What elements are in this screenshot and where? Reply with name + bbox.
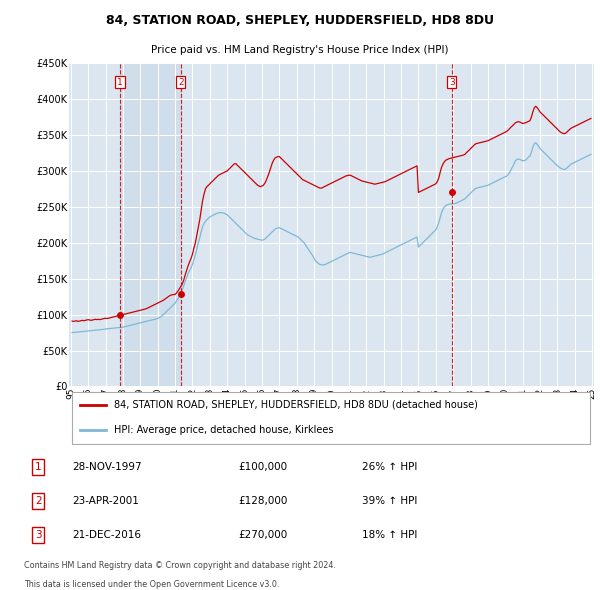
Text: Price paid vs. HM Land Registry's House Price Index (HPI): Price paid vs. HM Land Registry's House … xyxy=(151,45,449,55)
FancyBboxPatch shape xyxy=(71,392,590,444)
Text: 2: 2 xyxy=(35,496,41,506)
Text: 84, STATION ROAD, SHEPLEY, HUDDERSFIELD, HD8 8DU: 84, STATION ROAD, SHEPLEY, HUDDERSFIELD,… xyxy=(106,14,494,27)
Text: £128,000: £128,000 xyxy=(238,496,287,506)
Text: 23-APR-2001: 23-APR-2001 xyxy=(72,496,139,506)
Text: HPI: Average price, detached house, Kirklees: HPI: Average price, detached house, Kirk… xyxy=(113,425,333,435)
Text: 26% ↑ HPI: 26% ↑ HPI xyxy=(362,462,418,472)
Text: 21-DEC-2016: 21-DEC-2016 xyxy=(72,530,141,540)
Text: £270,000: £270,000 xyxy=(238,530,287,540)
Text: 1: 1 xyxy=(35,462,41,472)
Text: 39% ↑ HPI: 39% ↑ HPI xyxy=(362,496,418,506)
Text: 3: 3 xyxy=(35,530,41,540)
Text: 2: 2 xyxy=(178,78,184,87)
Text: 18% ↑ HPI: 18% ↑ HPI xyxy=(362,530,418,540)
Text: £100,000: £100,000 xyxy=(238,462,287,472)
Text: 1: 1 xyxy=(117,78,123,87)
Text: 84, STATION ROAD, SHEPLEY, HUDDERSFIELD, HD8 8DU (detached house): 84, STATION ROAD, SHEPLEY, HUDDERSFIELD,… xyxy=(113,400,478,410)
Text: This data is licensed under the Open Government Licence v3.0.: This data is licensed under the Open Gov… xyxy=(24,581,280,589)
Text: 3: 3 xyxy=(449,78,455,87)
Text: Contains HM Land Registry data © Crown copyright and database right 2024.: Contains HM Land Registry data © Crown c… xyxy=(24,561,336,571)
Text: 28-NOV-1997: 28-NOV-1997 xyxy=(72,462,142,472)
Bar xyxy=(120,63,181,386)
